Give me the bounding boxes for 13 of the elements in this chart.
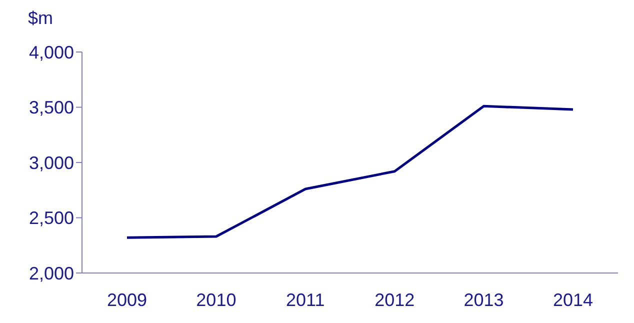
y-axis-title: $m [28, 8, 54, 29]
x-tick-label: 2013 [464, 290, 504, 310]
x-tick-label: 2011 [286, 290, 325, 310]
y-tick-label: 3,500 [28, 98, 74, 118]
y-tick-label: 4,000 [28, 42, 74, 62]
y-tick-label: 2,500 [28, 208, 74, 228]
x-tick-label: 2014 [552, 290, 594, 310]
line-series [126, 104, 574, 239]
x-tick-label: 2012 [374, 290, 415, 310]
x-tick-label: 2010 [196, 290, 236, 310]
y-tick-label: 2,000 [28, 263, 74, 284]
x-tick-label: 2009 [106, 290, 148, 310]
y-tick-label: 3,000 [28, 152, 74, 173]
